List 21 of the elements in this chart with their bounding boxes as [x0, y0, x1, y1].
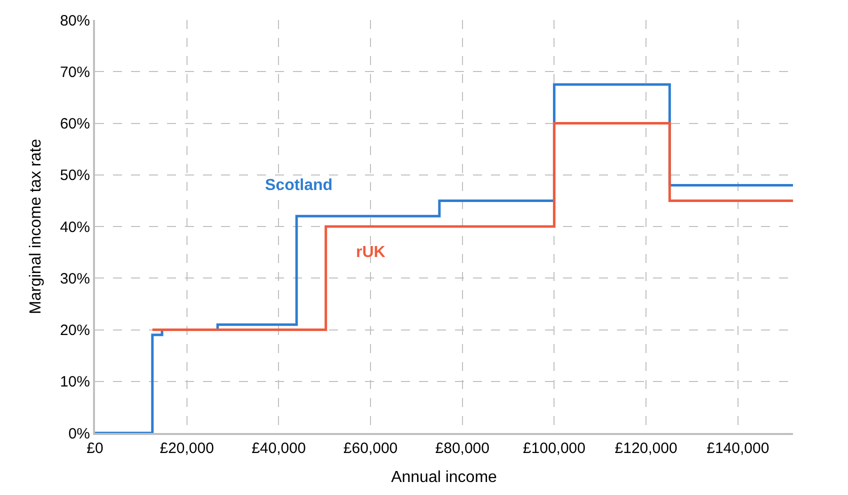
x-tick-label: £120,000: [614, 440, 678, 457]
series-label: rUK: [356, 244, 386, 261]
y-tick-label: 40%: [60, 218, 90, 236]
x-tick-label: £20,000: [160, 440, 214, 457]
x-tick-label: £140,000: [706, 440, 770, 457]
y-tick-label: 50%: [60, 167, 90, 184]
y-tick-label: 60%: [60, 116, 90, 132]
x-tick-label: £80,000: [435, 440, 490, 457]
y-tick-label: 20%: [60, 322, 90, 339]
y-tick-label: 30%: [60, 270, 90, 288]
y-axis-title: Marginal income tax rate: [27, 138, 44, 314]
x-tick-label: £60,000: [343, 440, 398, 457]
x-tick-label: £40,000: [252, 440, 306, 457]
x-axis-title: Annual income: [391, 469, 498, 486]
y-tick-label: 70%: [60, 64, 90, 81]
series-label: Scotland: [265, 177, 333, 194]
y-tick-label: 80%: [60, 12, 90, 30]
x-tick-label: £0: [86, 440, 104, 457]
y-tick-label: 0%: [68, 425, 90, 442]
x-tick-label: £100,000: [522, 440, 586, 457]
y-tick-label: 10%: [60, 374, 90, 391]
